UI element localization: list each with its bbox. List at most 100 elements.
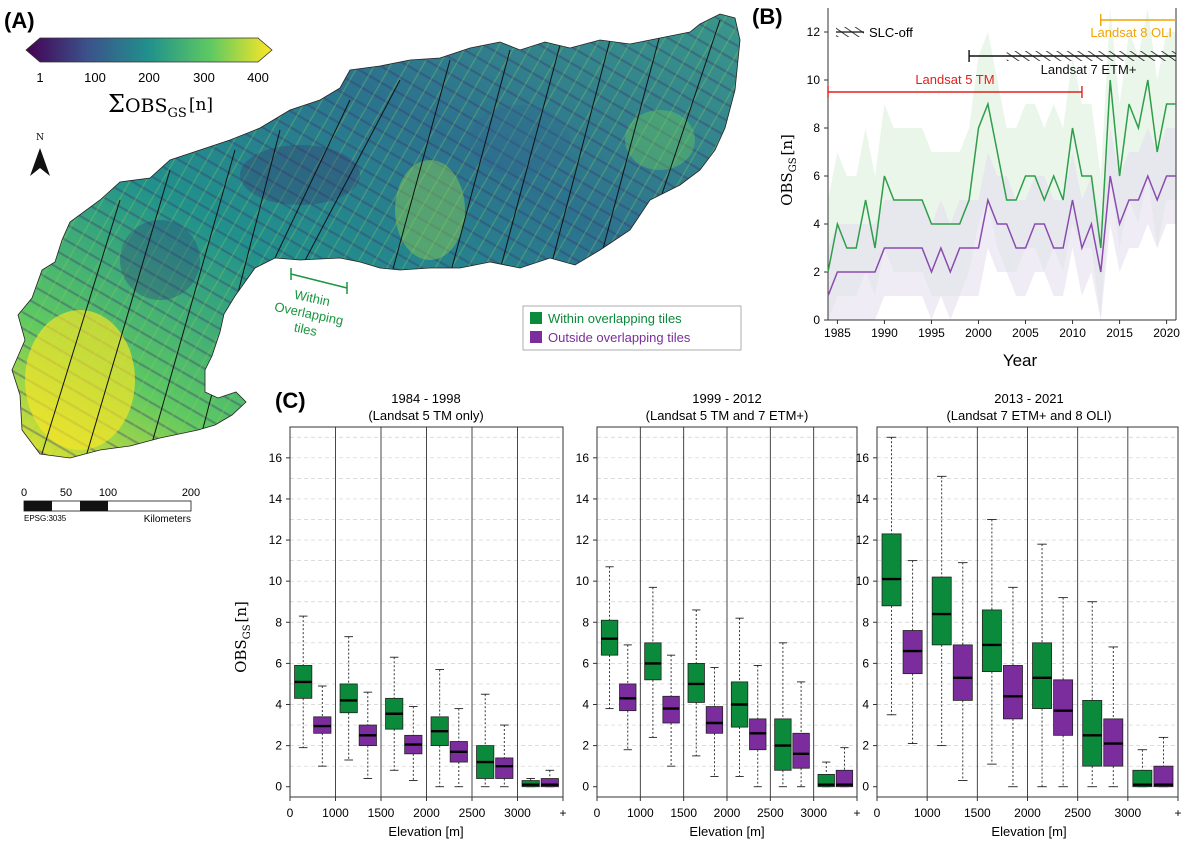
box-within: [1082, 699, 1103, 767]
x-tick-label: 2500: [757, 806, 784, 820]
period-label: Landsat 8 OLI: [1090, 25, 1172, 40]
colorbar-tick: 1: [36, 70, 43, 85]
y-tick-label: 6: [862, 656, 869, 670]
x-tick-label: 2000: [413, 806, 440, 820]
x-tick-label: 2005: [1012, 326, 1039, 340]
x-tick-label: 0: [594, 806, 601, 820]
x-tick-label: 2010: [1059, 326, 1086, 340]
x-tick-label: 2015: [1106, 326, 1133, 340]
x-tick-label: +: [559, 806, 566, 820]
x-tick-label: 2500: [1064, 806, 1091, 820]
box-outside: [495, 757, 514, 779]
y-tick-label: 4: [813, 217, 820, 231]
legend-label-within: Within overlapping tiles: [548, 311, 682, 326]
colorbar-title-sub: GS: [168, 106, 187, 121]
crs-label: EPSG:3035: [24, 514, 67, 523]
x-tick-label: +: [853, 806, 860, 820]
x-tick-label: 2000: [714, 806, 741, 820]
north-arrow-icon: [30, 148, 50, 176]
y-tick-label: 0: [582, 780, 589, 794]
legend-swatch-outside: [530, 331, 542, 343]
y-tick-label: 10: [576, 574, 590, 588]
scale-tick: 100: [99, 487, 117, 499]
y-tick-label: 0: [862, 780, 869, 794]
box-outside: [540, 778, 559, 788]
box-outside: [1153, 765, 1174, 788]
x-tick-label: 0: [287, 806, 294, 820]
slc-legend-label: SLC-off: [869, 25, 913, 40]
x-tick-label: 1995: [918, 326, 945, 340]
slc-off-hatch: [1006, 51, 1176, 61]
y-tick-label: 8: [862, 615, 869, 629]
panel-b-ylabel: OBSGS[n]: [778, 134, 799, 206]
colorbar-title-sigma: Σ: [108, 90, 125, 118]
scale-tick: 50: [60, 487, 72, 499]
boxplot-2013-2021: 2013 - 2021 (Landsat 7 ETM+ and 8 OLI) E…: [856, 391, 1181, 839]
y-tick-label: 0: [275, 780, 282, 794]
y-tick-label: 14: [269, 492, 283, 506]
box-within: [1132, 769, 1153, 788]
boxplot-subtitle: (Landsat 5 TM and 7 ETM+): [646, 408, 809, 423]
y-tick-label: 2: [582, 739, 589, 753]
y-tick-label: 2: [813, 265, 820, 279]
y-tick-label: 4: [275, 698, 282, 712]
y-tick-label: 14: [576, 492, 590, 506]
series-line: [827, 79, 1176, 273]
panel-b-label: (B): [752, 4, 783, 29]
boxplot-xlabel: Elevation [m]: [991, 824, 1066, 839]
annotation-line: Within: [293, 287, 331, 309]
legend-swatch-within: [530, 312, 542, 324]
box-outside: [1003, 665, 1023, 720]
period-label: Landsat 7 ETM+: [1041, 62, 1137, 77]
y-tick-label: 6: [813, 169, 820, 183]
y-tick-label: 2: [275, 739, 282, 753]
y-tick-label: 12: [576, 533, 590, 547]
y-tick-label: 12: [807, 25, 821, 39]
x-tick-label: 1985: [824, 326, 851, 340]
x-tick-label: 1500: [964, 806, 991, 820]
box-outside: [705, 706, 724, 734]
y-tick-label: 16: [576, 451, 590, 465]
y-tick-label: 4: [582, 698, 589, 712]
overlap-annotation: Within Overlapping tiles: [273, 268, 348, 340]
colorbar-title-main: OBS: [125, 95, 168, 117]
annotation-line: tiles: [293, 320, 319, 340]
scale-unit: Kilometers: [144, 514, 191, 525]
legend-box: [522, 305, 742, 351]
colorbar-title: ΣOBSGS [n]: [108, 90, 213, 121]
x-tick-label: 0: [874, 806, 881, 820]
tile-boundaries: [39, 19, 721, 458]
legend-label-outside: Outside overlapping tiles: [548, 330, 691, 345]
y-tick-label: 8: [275, 615, 282, 629]
boxplot-title: 2013 - 2021: [994, 391, 1063, 406]
panel-c-label: (C): [275, 388, 306, 413]
x-tick-label: +: [1174, 806, 1181, 820]
y-tick-label: 14: [856, 492, 870, 506]
x-tick-label: 1000: [627, 806, 654, 820]
boxplot-subtitle: (Landsat 7 ETM+ and 8 OLI): [946, 408, 1111, 423]
colorbar-tick: 400: [247, 70, 269, 85]
x-tick-label: 1500: [368, 806, 395, 820]
y-tick-label: 10: [807, 73, 821, 87]
boxplot-title: 1999 - 2012: [692, 391, 761, 406]
colorbar-tick: 300: [193, 70, 215, 85]
colorbar-title-suffix: [n]: [189, 95, 213, 115]
box-within: [981, 609, 1002, 673]
box-within: [1032, 642, 1052, 710]
boxplot-subtitle: (Landsat 5 TM only): [368, 408, 483, 423]
y-tick-label: 6: [275, 656, 282, 670]
boxplot-title: 1984 - 1998: [391, 391, 460, 406]
box-outside: [1053, 679, 1074, 736]
x-tick-label: 1500: [670, 806, 697, 820]
x-tick-label: 2020: [1153, 326, 1180, 340]
colorbar-tick: 200: [138, 70, 160, 85]
x-tick-label: 1000: [322, 806, 349, 820]
panel-a: (A) 1 100 200 300 400 ΣOBSGS [n] N: [4, 8, 741, 525]
boxplot-1999-2012: 1999 - 2012 (Landsat 5 TM and 7 ETM+) El…: [576, 391, 861, 839]
box-outside: [952, 644, 973, 701]
y-tick-label: 2: [862, 739, 869, 753]
panel-c-ylabel: OBSGS[n]: [232, 601, 253, 673]
y-tick-label: 10: [269, 574, 283, 588]
scale-bar: 0 50 100 200 EPSG:3035 Kilometers: [21, 487, 200, 525]
